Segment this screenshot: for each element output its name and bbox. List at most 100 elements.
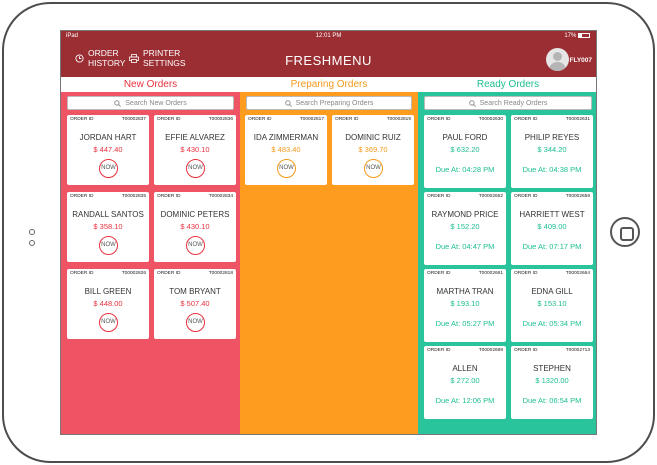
customer-name: BILL GREEN: [84, 287, 132, 296]
home-button[interactable]: [610, 217, 640, 247]
order-amount: $ 448.00: [93, 299, 123, 308]
order-id-label: ORDER ID: [427, 348, 451, 353]
preparing-orders-column: Search Preparing Orders ORDER ID T0000281…: [240, 92, 418, 434]
order-id-value: T00002631: [565, 117, 590, 122]
now-button[interactable]: NOW: [186, 313, 205, 332]
order-id-row: ORDER ID T00002689: [427, 348, 503, 353]
order-id-row: ORDER ID T00002835: [70, 194, 146, 199]
customer-name: HARRIETT WEST: [519, 210, 585, 219]
order-id-label: ORDER ID: [514, 194, 538, 199]
order-id-row: ORDER ID T00002834: [157, 194, 233, 199]
order-id-value: T00002826: [121, 271, 146, 276]
search-preparing-orders-input[interactable]: Search Preparing Orders: [246, 96, 412, 110]
status-time: 12:01 PM: [315, 33, 342, 39]
order-history-button[interactable]: ORDER HISTORY: [75, 48, 125, 68]
order-amount: $ 430.10: [180, 222, 210, 231]
now-button[interactable]: NOW: [186, 236, 205, 255]
order-id-label: ORDER ID: [70, 194, 94, 199]
order-card[interactable]: ORDER ID T00002834 DOMINIC PETERS $ 430.10 N…: [154, 192, 236, 262]
order-amount: $ 193.10: [450, 299, 480, 308]
now-button[interactable]: NOW: [364, 159, 383, 178]
now-button[interactable]: NOW: [99, 159, 118, 178]
due-time: Due At: 07:17 PM: [522, 242, 582, 251]
order-id-row: ORDER ID T00002659: [514, 194, 590, 199]
order-card[interactable]: ORDER ID T00002689 ALLEN $ 272.00 Due At: 12…: [424, 346, 506, 419]
search-new-orders-input[interactable]: Search New Orders: [67, 96, 234, 110]
order-amount: $ 153.10: [537, 299, 567, 308]
order-card[interactable]: ORDER ID T00002713 STEPHEN $ 1320.00 Due At:…: [511, 346, 593, 419]
customer-name: ALLEN: [452, 364, 478, 373]
customer-name: EDNA GILL: [531, 287, 573, 296]
order-card[interactable]: ORDER ID T00002826 BILL GREEN $ 448.00 NOW: [67, 269, 149, 339]
order-card[interactable]: ORDER ID T00002630 PAUL FORD $ 632.20 Due At…: [424, 115, 506, 188]
printer-settings-button[interactable]: PRINTER SETTINGS: [129, 48, 186, 68]
now-button[interactable]: NOW: [277, 159, 296, 178]
order-id-value: T00002659: [565, 194, 590, 199]
order-id-value: T00002664: [565, 271, 590, 276]
order-id-row: ORDER ID T00002664: [514, 271, 590, 276]
search-icon: [284, 99, 292, 107]
customer-name: JORDAN HART: [79, 133, 137, 142]
order-id-row: ORDER ID T00002631: [514, 117, 590, 122]
order-id-value: T00002630: [478, 117, 503, 122]
order-id-row: ORDER ID T00002818: [157, 271, 233, 276]
search-ready-orders-input[interactable]: Search Ready Orders: [424, 96, 592, 110]
printer-settings-label: PRINTER SETTINGS: [143, 48, 186, 68]
order-history-label: ORDER HISTORY: [88, 48, 125, 68]
order-amount: $ 272.00: [450, 376, 480, 385]
battery-icon: [578, 33, 590, 38]
now-button[interactable]: NOW: [99, 313, 118, 332]
order-id-label: ORDER ID: [427, 117, 451, 122]
order-card[interactable]: ORDER ID T00002835 RANDALL SANTOS $ 358.10 N…: [67, 192, 149, 262]
order-card[interactable]: ORDER ID T00002817 IDA ZIMMERMAN $ 483.40 NO…: [245, 115, 327, 185]
printer-icon: [129, 53, 139, 63]
due-time: Due At: 04:38 PM: [522, 165, 582, 174]
order-id-row: ORDER ID T00002713: [514, 348, 590, 353]
app-screen: iPad 12:01 PM 17% ORDER HISTORY PRINTER SE…: [60, 30, 597, 435]
user-name[interactable]: FLY007: [569, 57, 592, 64]
customer-name: RANDALL SANTOS: [72, 210, 144, 219]
order-id-value: T00002837: [121, 117, 146, 122]
order-id-value: T00002817: [299, 117, 324, 122]
printer-settings-line1: PRINTER: [143, 48, 181, 58]
now-button[interactable]: NOW: [99, 236, 118, 255]
order-id-row: ORDER ID T00002826: [70, 271, 146, 276]
order-amount: $ 483.40: [271, 145, 301, 154]
customer-name: IDA ZIMMERMAN: [253, 133, 319, 142]
device-dot: [29, 240, 35, 246]
order-id-value: T00002835: [121, 194, 146, 199]
order-card[interactable]: ORDER ID T00002818 TOM BRYANT $ 507.40 NOW: [154, 269, 236, 339]
order-card[interactable]: ORDER ID T00002837 JORDAN HART $ 447.40 NOW: [67, 115, 149, 185]
customer-name: STEPHEN: [533, 364, 571, 373]
order-card[interactable]: ORDER ID T00002631 PHILIP REYES $ 344.20 Due…: [511, 115, 593, 188]
order-id-row: ORDER ID T00002630: [427, 117, 503, 122]
order-card[interactable]: ORDER ID T00002836 EFFIE ALVAREZ $ 430.10 NO…: [154, 115, 236, 185]
order-id-value: T00002818: [208, 271, 233, 276]
due-time: Due At: 04:28 PM: [435, 165, 495, 174]
order-card[interactable]: ORDER ID T00002659 HARRIETT WEST $ 409.00 Du…: [511, 192, 593, 265]
order-amount: $ 152.20: [450, 222, 480, 231]
order-card[interactable]: ORDER ID T00002661 MARTHA TRAN $ 193.10 Due …: [424, 269, 506, 342]
order-card[interactable]: ORDER ID T00002819 DOMINIC RUIZ $ 369.70 NOW: [332, 115, 414, 185]
order-amount: $ 430.10: [180, 145, 210, 154]
now-button[interactable]: NOW: [186, 159, 205, 178]
order-id-value: T00002713: [565, 348, 590, 353]
customer-name: EFFIE ALVAREZ: [165, 133, 225, 142]
order-card[interactable]: ORDER ID T00002652 RAYMOND PRICE $ 152.20 Du…: [424, 192, 506, 265]
device-label: iPad: [66, 33, 79, 39]
order-id-row: ORDER ID T00002836: [157, 117, 233, 122]
due-time: Due At: 12:06 PM: [435, 396, 495, 405]
order-amount: $ 1320.00: [535, 376, 569, 385]
customer-name: PHILIP REYES: [524, 133, 580, 142]
order-history-line1: ORDER: [88, 48, 119, 58]
search-ready-placeholder: Search Ready Orders: [479, 99, 548, 107]
customer-name: MARTHA TRAN: [436, 287, 494, 296]
customer-name: PAUL FORD: [442, 133, 488, 142]
avatar[interactable]: [546, 48, 569, 71]
order-id-row: ORDER ID T00002661: [427, 271, 503, 276]
due-time: Due At: 06:54 PM: [522, 396, 582, 405]
order-amount: $ 507.40: [180, 299, 210, 308]
due-time: Due At: 04:47 PM: [435, 242, 495, 251]
order-card[interactable]: ORDER ID T00002664 EDNA GILL $ 153.10 Due At…: [511, 269, 593, 342]
order-id-label: ORDER ID: [514, 348, 538, 353]
